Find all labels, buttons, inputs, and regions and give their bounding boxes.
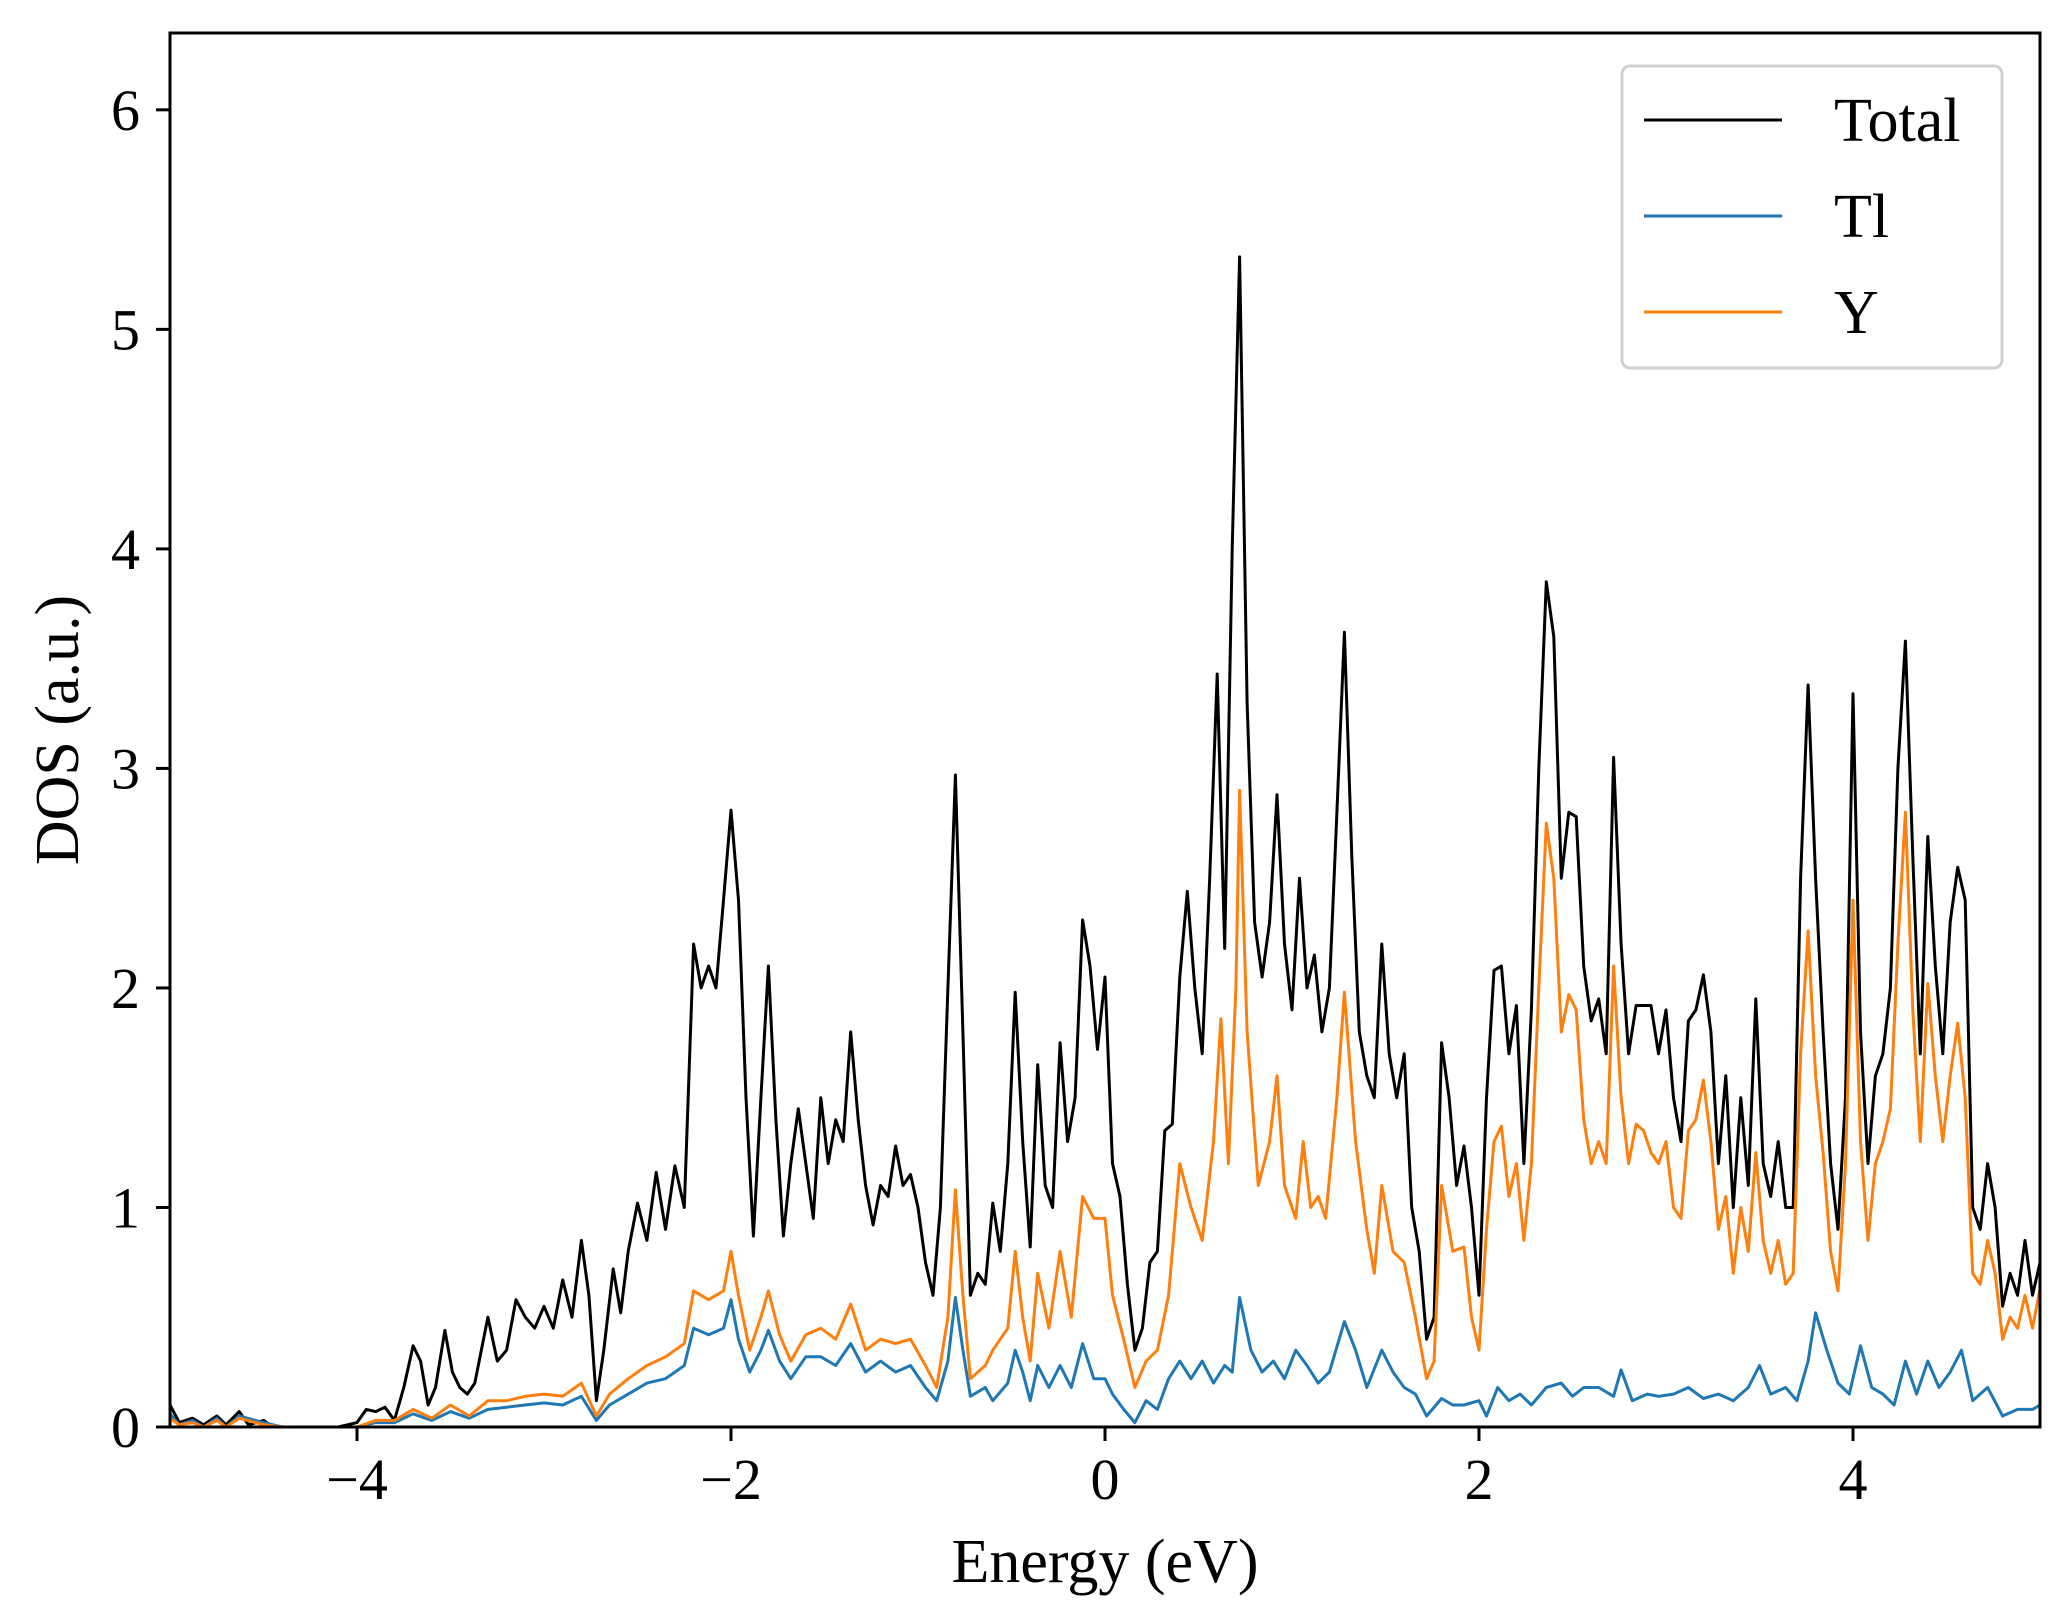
x-tick-label: −4 — [326, 1447, 388, 1512]
y-tick-label: 0 — [111, 1395, 140, 1460]
series-layer — [170, 255, 2040, 1427]
legend-box — [1620, 64, 2004, 370]
series-line-y — [170, 788, 2040, 1427]
x-tick-label: 2 — [1465, 1447, 1494, 1512]
legend-label-y: Y — [1834, 279, 1879, 347]
x-tick-label: 4 — [1839, 1447, 1868, 1512]
y-tick-label: 4 — [111, 517, 140, 582]
y-tick-label: 1 — [111, 1175, 140, 1240]
y-tick-label: 2 — [111, 956, 140, 1021]
series-line-tl — [170, 1296, 2040, 1427]
legend-label-tl: Tl — [1834, 183, 1889, 251]
y-tick-label: 5 — [111, 297, 140, 362]
series-line-total — [170, 255, 2040, 1427]
x-tick-label: 0 — [1091, 1447, 1120, 1512]
y-tick-label: 3 — [111, 736, 140, 801]
x-tick-label: −2 — [700, 1447, 762, 1512]
y-axis-ticks: 0 1 2 3 4 5 6 — [111, 78, 170, 1460]
y-axis-label: DOS (a.u.) — [24, 595, 92, 865]
legend-label-total: Total — [1834, 87, 1961, 155]
legend: Total Tl Y — [1620, 64, 2004, 370]
x-axis-ticks: −4 −2 0 2 4 — [326, 1427, 1868, 1512]
y-tick-label: 6 — [111, 78, 140, 143]
x-axis-label: Energy (eV) — [951, 1528, 1258, 1596]
